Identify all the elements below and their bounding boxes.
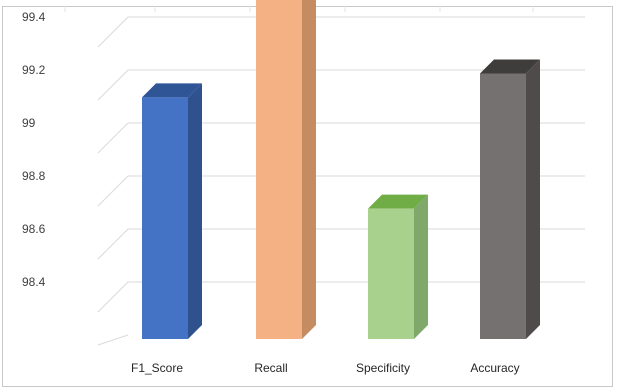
bar-top — [480, 59, 540, 74]
bar-front — [142, 97, 188, 339]
gridline-side — [97, 16, 129, 48]
bar-side — [526, 59, 540, 339]
bars — [142, 0, 540, 339]
y-tick-label: 99.4 — [22, 10, 46, 24]
bar-front — [480, 73, 526, 339]
bar-front — [256, 0, 302, 339]
bar-recall — [256, 0, 316, 339]
x-category-label: Accuracy — [470, 361, 519, 375]
bar-specificity — [368, 194, 428, 339]
bar-side — [188, 83, 202, 339]
y-tick-label: 98.4 — [22, 275, 46, 289]
y-tick-label: 98.6 — [22, 222, 46, 236]
floor-edge — [97, 334, 129, 346]
x-axis-categories: F1_Score Recall Specificity Accuracy — [131, 361, 520, 375]
x-category-label: Recall — [254, 361, 287, 375]
gridline-side — [97, 228, 129, 260]
y-tick-label: 99.2 — [22, 63, 46, 77]
bar-top — [142, 83, 202, 98]
gridline-side — [97, 69, 129, 101]
gridline-side — [97, 281, 129, 313]
bar-accuracy — [480, 59, 540, 339]
bar-side — [414, 194, 428, 339]
x-category-label: F1_Score — [131, 361, 183, 375]
gridline-side — [97, 122, 129, 154]
bar-top — [368, 194, 428, 209]
y-tick-label: 99 — [22, 116, 36, 130]
x-category-label: Specificity — [356, 361, 410, 375]
bar-front — [368, 208, 414, 339]
bar-side — [302, 0, 316, 339]
bar-f1-score — [142, 83, 202, 339]
y-tick-label: 98.8 — [22, 169, 46, 183]
gridline-side — [97, 175, 129, 207]
